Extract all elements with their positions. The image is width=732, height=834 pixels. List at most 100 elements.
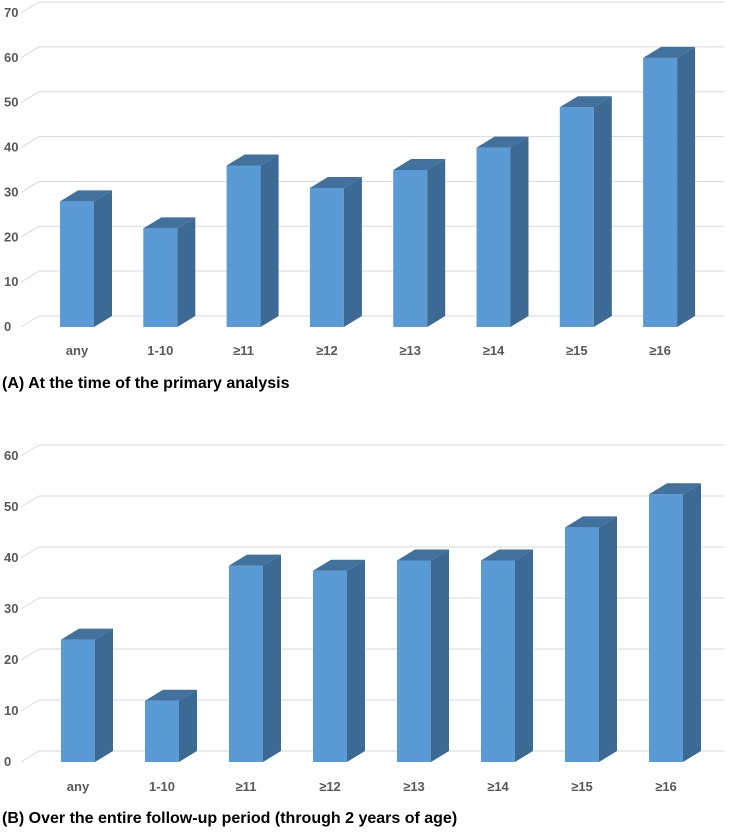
grid-diagonal-0-1 — [20, 270, 40, 283]
bar-side — [260, 154, 279, 327]
bar-1-6 — [565, 516, 617, 762]
bar-front — [143, 228, 178, 327]
bar-top — [565, 516, 617, 528]
bar-side — [179, 689, 197, 762]
bar-top — [559, 96, 612, 108]
grid-diagonal-1-5 — [20, 495, 40, 508]
grid-diagonal-1-1 — [20, 699, 40, 712]
bar-top — [145, 689, 197, 701]
grid-diagonal-0-3 — [20, 181, 40, 193]
bar-1-4 — [397, 549, 449, 762]
bar-front — [649, 494, 683, 762]
bar-side — [343, 176, 362, 327]
grid-diagonal-0-2 — [20, 225, 40, 238]
x-tick-label: any — [67, 779, 90, 794]
bar-0-6 — [559, 96, 612, 327]
bar-front — [559, 107, 594, 327]
grid-diagonal-1-6 — [20, 444, 40, 457]
bar-top — [476, 136, 529, 148]
x-tick-label: ≥16 — [655, 779, 677, 794]
y-tick-label: 10 — [4, 703, 18, 718]
bar-front — [309, 187, 344, 327]
bar-front — [476, 147, 511, 327]
y-tick-label: 50 — [4, 95, 18, 110]
y-tick-label: 10 — [4, 274, 18, 289]
grid-diagonal-0-4 — [20, 136, 40, 148]
bar-top — [393, 159, 446, 170]
bar-0-2 — [226, 154, 279, 327]
bar-top — [649, 483, 701, 495]
x-tick-label: ≥14 — [483, 343, 505, 358]
y-tick-label: 50 — [4, 499, 18, 514]
x-tick-label: ≥11 — [236, 779, 257, 794]
bar-top — [229, 554, 281, 566]
grid-diagonal-1-0 — [20, 750, 40, 763]
y-tick-label: 20 — [4, 229, 18, 244]
bar-top — [309, 176, 362, 188]
bar-front — [145, 700, 179, 762]
x-tick-label: ≥14 — [487, 779, 509, 794]
x-tick-label: ≥12 — [319, 779, 341, 794]
x-tick-label: ≥13 — [403, 779, 425, 794]
bar-1-1 — [145, 689, 197, 762]
bar-side — [510, 136, 529, 327]
chart-b-caption: (B) Over the entire follow-up period (th… — [2, 810, 458, 827]
bar-top — [226, 154, 279, 166]
y-tick-label: 0 — [4, 319, 11, 334]
grid-diagonal-1-4 — [20, 546, 40, 559]
bar-side — [683, 483, 701, 762]
x-tick-label: ≥15 — [566, 343, 588, 358]
bar-side — [347, 559, 365, 762]
bar-side — [177, 217, 196, 327]
bar-side — [593, 96, 612, 327]
y-tick-label: 60 — [4, 50, 18, 65]
y-tick-label: 70 — [4, 5, 18, 20]
bar-0-4 — [393, 159, 446, 327]
y-tick-label: 60 — [4, 448, 18, 463]
bar-side — [263, 554, 281, 762]
bar-1-0 — [61, 628, 113, 762]
bar-side — [427, 159, 446, 327]
bar-0-5 — [476, 136, 529, 327]
bar-top — [481, 549, 533, 561]
bar-top — [60, 190, 112, 202]
x-tick-label: any — [66, 343, 89, 358]
bar-front — [393, 170, 428, 327]
bar-top — [643, 46, 696, 58]
bar-top — [61, 628, 113, 640]
y-tick-label: 20 — [4, 652, 18, 667]
chart-a-caption: (A) At the time of the primary analysis — [2, 375, 290, 392]
x-tick-label: ≥16 — [649, 343, 671, 358]
x-tick-label: ≥13 — [399, 343, 421, 358]
bar-top — [397, 549, 449, 561]
bar-1-7 — [649, 483, 701, 762]
bar-front — [60, 201, 94, 327]
grid-diagonal-0-5 — [20, 91, 40, 104]
x-tick-label: ≥15 — [571, 779, 593, 794]
grid-diagonal-0-6 — [20, 46, 40, 59]
bar-side — [94, 190, 112, 327]
bar-front — [643, 57, 678, 327]
bar-front — [481, 560, 515, 762]
y-tick-label: 30 — [4, 184, 18, 199]
bar-top — [143, 217, 196, 229]
chart-a: 0 10 20 30 40 50 60 70 any 1-10 ≥11 ≥12 ≥13 ≥14 ≥15 ≥16 — [4, 1, 724, 358]
bar-0-7 — [643, 46, 696, 327]
x-tick-label: ≥11 — [233, 343, 254, 358]
y-tick-label: 0 — [4, 754, 11, 769]
bar-top — [313, 559, 365, 571]
bar-side — [95, 628, 113, 762]
bar-front — [565, 527, 599, 762]
bar-front — [229, 565, 263, 762]
bar-1-2 — [229, 554, 281, 762]
bar-side — [515, 549, 533, 762]
grid-diagonal-1-2 — [20, 648, 40, 661]
grid-diagonal-0-7 — [20, 1, 40, 14]
chart-b: 0 10 20 30 40 50 60 any 1-10 ≥11 ≥12 ≥13 ≥14 ≥15 ≥16 — [4, 444, 724, 794]
bar-front — [313, 570, 347, 762]
bar-0-0 — [60, 190, 112, 327]
x-tick-label: ≥12 — [316, 343, 338, 358]
y-tick-label: 40 — [4, 140, 18, 155]
bar-front — [226, 165, 261, 327]
bar-front — [61, 639, 95, 762]
